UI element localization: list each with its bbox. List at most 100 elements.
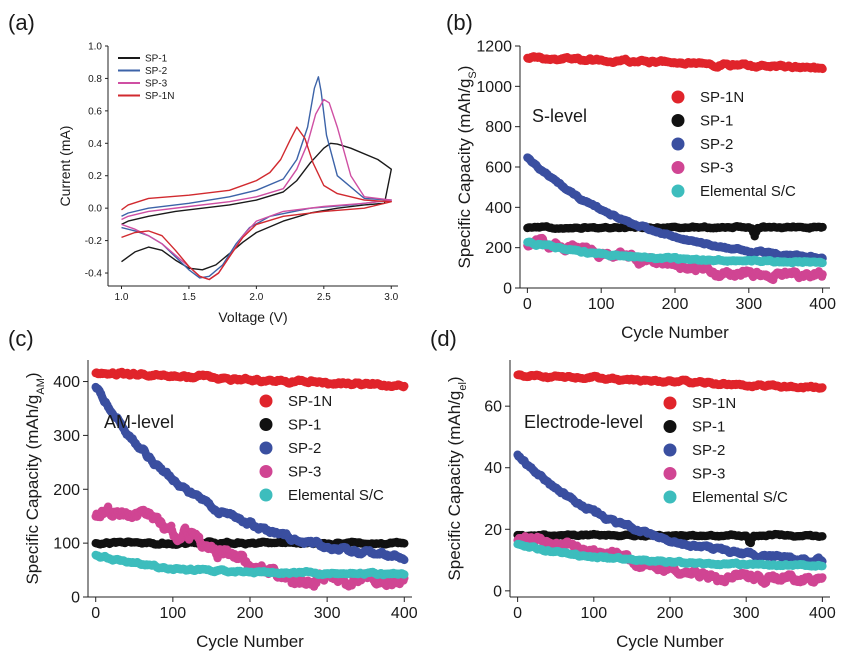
y-tick-label: 200 — [485, 240, 512, 257]
legend-entry: Elemental S/C — [288, 487, 384, 504]
legend-swatch — [259, 418, 273, 431]
x-tick-label: 1.5 — [182, 292, 196, 303]
y-tick-label: 0.4 — [88, 139, 102, 150]
legend-entry: SP-3 — [700, 160, 733, 177]
y-tick-label: 0.6 — [88, 106, 102, 117]
y-axis-label: Specific Capacity (mAh/gel) — [445, 376, 469, 580]
x-tick-label: 400 — [391, 605, 418, 622]
legend-entry: SP-3 — [288, 464, 321, 481]
series-sp-2 — [523, 153, 827, 264]
y-tick-label: 0 — [503, 281, 512, 298]
data-point — [818, 383, 827, 392]
y-tick-label: 200 — [53, 482, 80, 499]
x-tick-label: 200 — [657, 605, 684, 622]
x-axis-label: Cycle Number — [616, 632, 724, 651]
panel-label-a: (a) — [8, 10, 35, 35]
y-tick-label: 1.0 — [88, 42, 102, 53]
series-line-sp-2 — [121, 76, 392, 279]
x-tick-label: 0 — [513, 605, 522, 622]
y-tick-label: 0.2 — [88, 171, 102, 182]
y-axis-label: Specific Capacity (mAh/gS) — [455, 66, 479, 269]
x-tick-label: 2.5 — [317, 292, 331, 303]
y-tick-label: 1000 — [476, 79, 512, 96]
y-tick-label: 800 — [485, 119, 512, 136]
y-tick-label: -0.4 — [85, 269, 103, 280]
data-point — [400, 555, 409, 565]
y-tick-label: 0 — [493, 583, 502, 600]
y-tick-label: 600 — [485, 160, 512, 177]
x-tick-label: 0 — [91, 605, 100, 622]
y-tick-label: 20 — [484, 522, 502, 539]
x-axis-label: Voltage (V) — [218, 309, 287, 325]
panel-label-d: (d) — [430, 326, 457, 351]
legend-entry: SP-1 — [288, 417, 321, 434]
x-axis-label: Cycle Number — [196, 632, 304, 651]
x-tick-label: 200 — [662, 296, 689, 313]
series-line-sp-3 — [121, 98, 392, 281]
y-tick-label: 400 — [485, 200, 512, 217]
legend-swatch — [259, 394, 273, 408]
legend-swatch — [671, 90, 685, 104]
x-tick-label: 2.0 — [249, 292, 263, 303]
legend-swatch — [671, 137, 685, 151]
legend-swatch — [671, 184, 685, 198]
y-tick-label: 400 — [53, 374, 80, 391]
x-tick-label: 300 — [733, 605, 760, 622]
series-sp-2 — [91, 382, 409, 565]
y-tick-label: 0 — [71, 590, 80, 607]
legend-entry: SP-2 — [700, 136, 733, 153]
y-tick-label: 60 — [484, 399, 502, 416]
legend-entry: SP-3 — [145, 79, 168, 90]
panel-a: (a) -0.4 -0.2 0.0 0.2 0.4 0.6 0.8 1.0 1.0 1.5 2.0 2.… — [8, 10, 399, 325]
legend-entry: SP-1N — [288, 393, 332, 410]
data-point — [818, 258, 827, 268]
data-point — [818, 270, 827, 279]
y-tick-label: 40 — [484, 460, 502, 477]
x-tick-label: 3.0 — [384, 292, 398, 303]
x-tick-label: 200 — [237, 605, 264, 622]
series-elemental-s-c — [523, 237, 827, 268]
legend-entry: SP-2 — [288, 440, 321, 457]
data-point — [818, 64, 827, 74]
x-tick-label: 0 — [523, 296, 532, 313]
y-axis-label: Current (mA) — [57, 126, 73, 207]
data-point — [818, 532, 827, 541]
y-tick-label: 100 — [53, 536, 80, 553]
series-sp-1n — [513, 370, 827, 393]
legend-entry: SP-1 — [145, 54, 168, 65]
legend-entry: SP-2 — [145, 66, 168, 77]
legend-entry: SP-1N — [700, 89, 744, 106]
x-tick-label: 100 — [580, 605, 607, 622]
y-axis-label: Specific Capacity (mAh/gAM) — [23, 372, 47, 584]
y-tick-label: 1200 — [476, 39, 512, 56]
data-point — [818, 222, 827, 232]
y-tick-label: 0.8 — [88, 74, 102, 85]
panel-label-c: (c) — [8, 326, 34, 351]
series-sp-1 — [523, 222, 827, 241]
series-sp-1n — [91, 367, 409, 392]
y-tick-label: 0.0 — [88, 204, 102, 215]
x-tick-label: 400 — [809, 605, 836, 622]
legend-swatch — [671, 114, 685, 127]
x-tick-label: 100 — [160, 605, 187, 622]
series-sp-1 — [91, 537, 409, 549]
data-point — [400, 381, 409, 391]
legend-entry: SP-1 — [700, 113, 733, 130]
x-tick-label: 100 — [588, 296, 615, 313]
x-tick-label: 300 — [735, 296, 762, 313]
x-tick-label: 1.0 — [115, 292, 129, 303]
legend-swatch — [259, 441, 273, 455]
x-axis-label: Cycle Number — [621, 323, 729, 342]
data-point — [400, 570, 409, 579]
legend-swatch — [671, 161, 685, 174]
level-annotation: AM-level — [104, 412, 174, 432]
y-tick-label: -0.2 — [85, 236, 103, 247]
series-sp-1n — [523, 52, 827, 74]
level-annotation: S-level — [532, 106, 587, 126]
panel-d: (d) 0 20 40 60 0 100 200 300 400 Cycle Number Speci… — [430, 326, 836, 651]
data-point — [400, 539, 409, 548]
x-tick-label: 300 — [314, 605, 341, 622]
